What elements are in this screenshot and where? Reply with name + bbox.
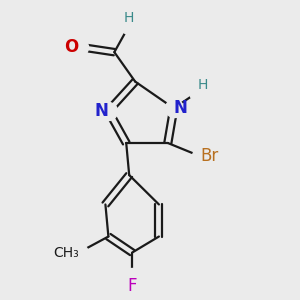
Text: O: O bbox=[64, 38, 79, 56]
Text: H: H bbox=[198, 78, 208, 92]
Text: Br: Br bbox=[200, 147, 219, 165]
Text: N: N bbox=[174, 99, 188, 117]
Text: N: N bbox=[94, 102, 108, 120]
Text: H: H bbox=[124, 11, 134, 26]
Text: F: F bbox=[128, 277, 137, 295]
Text: CH₃: CH₃ bbox=[53, 246, 79, 260]
